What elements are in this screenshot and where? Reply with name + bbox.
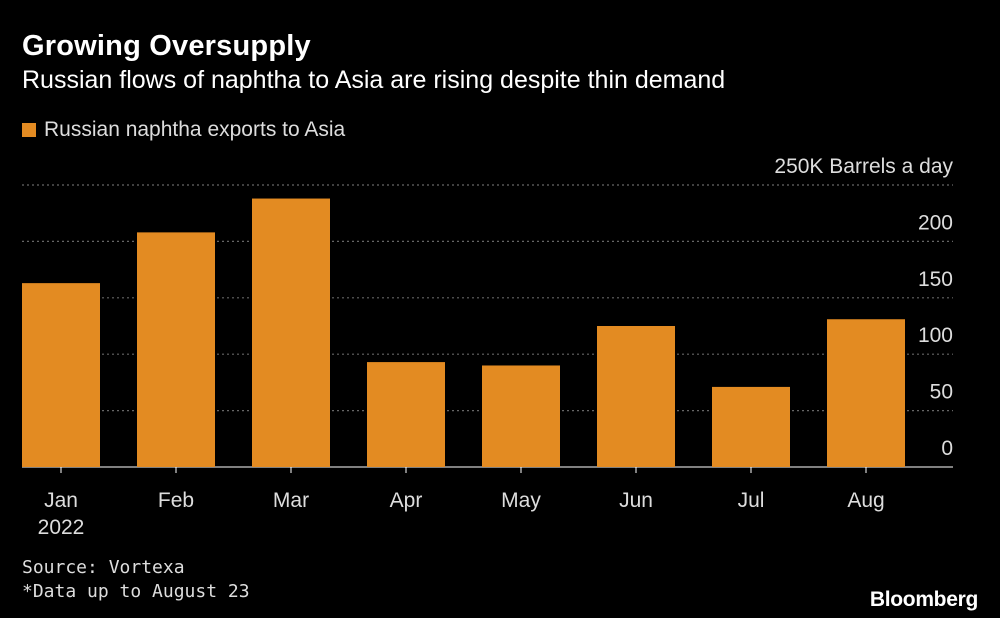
chart-legend: Russian naphtha exports to Asia [22, 118, 345, 142]
legend-swatch [22, 123, 36, 137]
x-tick-label: Apr [390, 489, 423, 512]
chart-subtitle: Russian flows of naphtha to Asia are ris… [22, 66, 726, 94]
bars [22, 198, 905, 467]
bar-jul [712, 386, 790, 467]
y-tick-label: 100 [918, 324, 953, 347]
bar-aug [827, 319, 905, 467]
x-tick-label: Jun [619, 489, 653, 512]
y-tick-label: 0 [941, 437, 953, 460]
y-tick-label: 200 [918, 211, 953, 234]
bloomberg-logo: Bloomberg [869, 588, 978, 611]
x-axis-ticks: Jan 2022 Feb Mar Apr May Jun Jul Aug [38, 467, 885, 539]
x-tick-label: Jul [738, 489, 765, 512]
x-tick-label: Mar [273, 489, 309, 512]
x-tick-label: Aug [847, 489, 884, 512]
bar-may [482, 365, 560, 467]
y-tick-label: 50 [930, 381, 953, 404]
bar-jan [22, 283, 100, 467]
bar-feb [137, 232, 215, 467]
source-note: Source: Vortexa [22, 557, 185, 578]
chart-title: Growing Oversupply [22, 30, 311, 62]
x-tick-label: Jan [44, 489, 78, 512]
x-tick-label: Feb [158, 489, 194, 512]
x-tick-label: May [501, 489, 541, 512]
y-tick-label: 250K Barrels a day [774, 155, 953, 178]
legend-label: Russian naphtha exports to Asia [44, 118, 346, 141]
y-axis-ticks: 0 50 100 150 200 250K Barrels a day [774, 155, 953, 460]
bar-mar [252, 198, 330, 467]
data-footnote: *Data up to August 23 [22, 581, 250, 602]
x-tick-sublabel: 2022 [38, 516, 85, 539]
bar-apr [367, 362, 445, 467]
bar-jun [597, 326, 675, 467]
y-tick-label: 150 [918, 268, 953, 291]
